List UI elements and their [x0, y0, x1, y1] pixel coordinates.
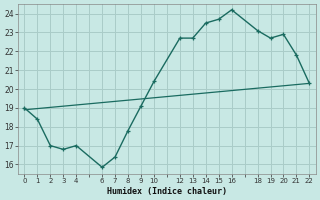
X-axis label: Humidex (Indice chaleur): Humidex (Indice chaleur) [107, 187, 227, 196]
